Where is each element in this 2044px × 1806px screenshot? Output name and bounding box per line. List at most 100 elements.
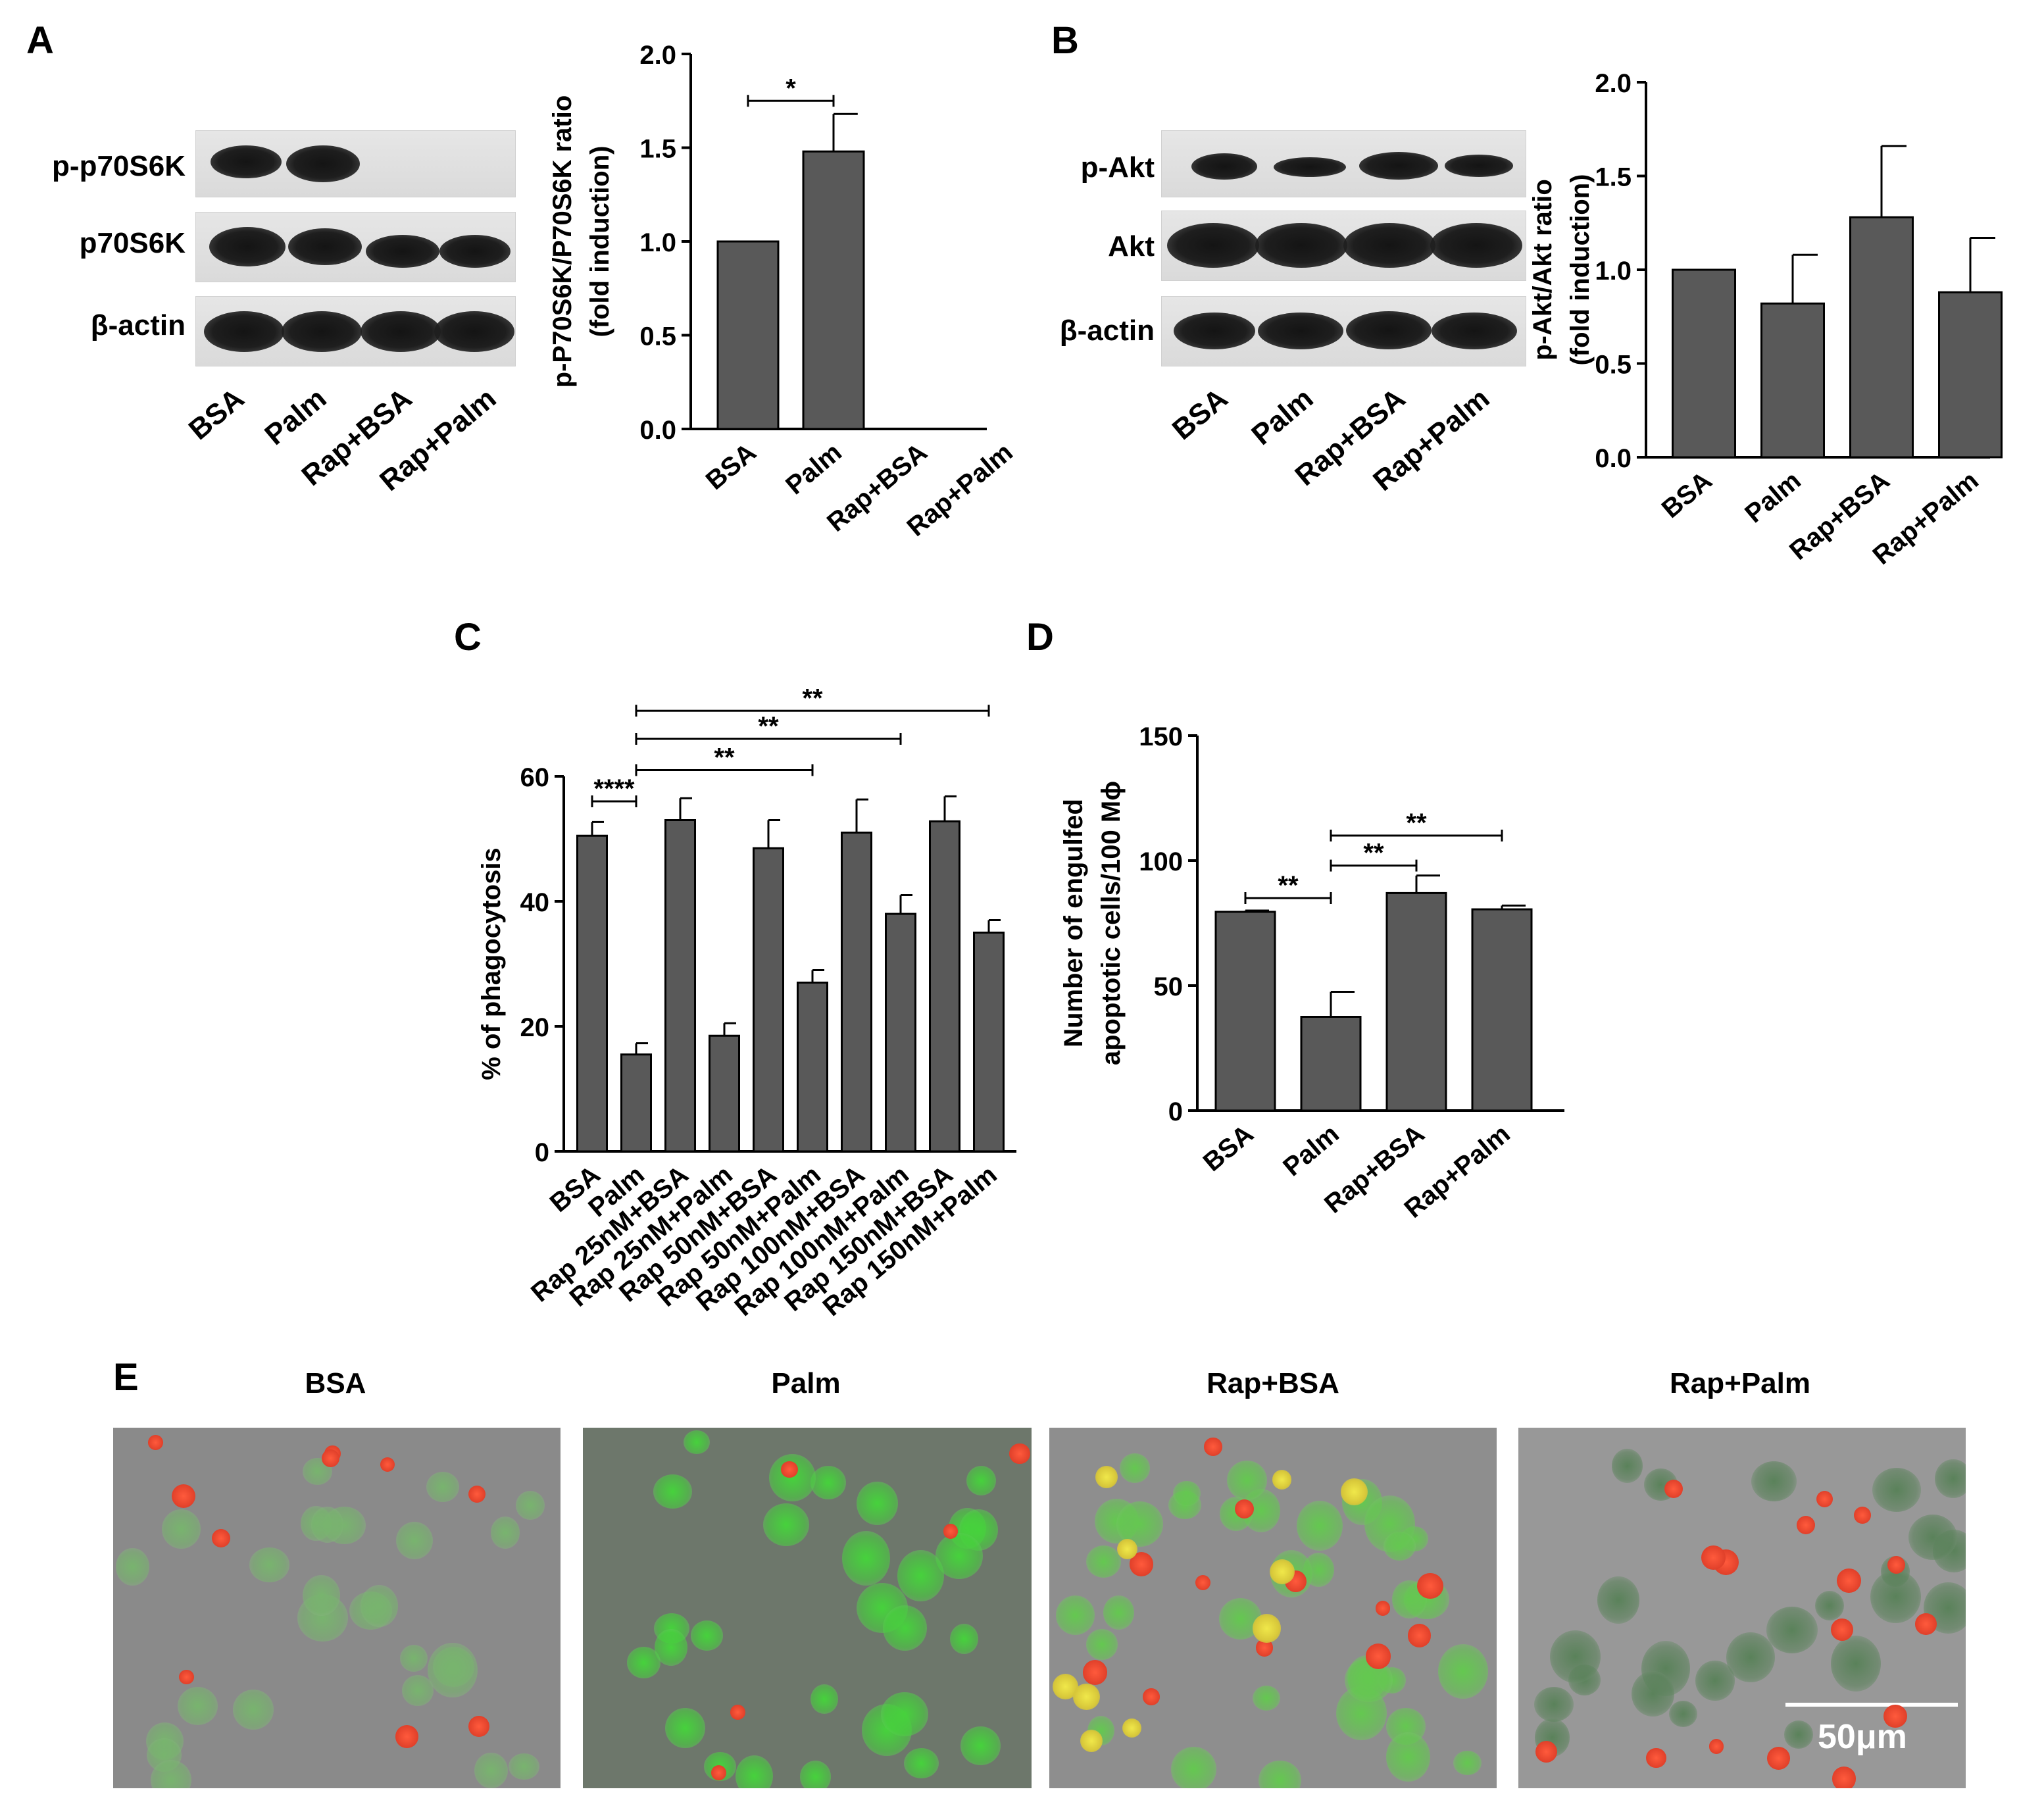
micrograph-palm: [583, 1428, 1032, 1788]
y-tick-label: 0.5: [1595, 351, 1632, 380]
macrophage-cell: [1533, 1686, 1574, 1722]
macrophage-cell: [1597, 1576, 1639, 1624]
bar: [1214, 911, 1276, 1112]
macrophage-cell: [626, 1647, 661, 1679]
macrophage-cell: [897, 1549, 945, 1602]
macrophage-cell: [399, 1644, 428, 1672]
apoptotic-cell: [1083, 1660, 1108, 1685]
macrophage-cell: [1612, 1449, 1643, 1483]
apoptotic-cell: [1832, 1767, 1856, 1788]
y-tick-label: 0: [1168, 1097, 1183, 1126]
bar: [1938, 291, 2003, 459]
macrophage-cell: [311, 1507, 344, 1543]
bar: [1849, 216, 1914, 459]
macrophage-cell: [1173, 1480, 1201, 1507]
apoptotic-cell: [1796, 1515, 1815, 1534]
y-axis-label: Number of engulfed: [1059, 799, 1088, 1047]
macrophage-cell: [1870, 1570, 1921, 1623]
bar: [802, 150, 865, 430]
y-tick-label: 2.0: [1595, 69, 1632, 98]
panel-letter-b: B: [1051, 19, 1079, 62]
macrophage-cell: [1227, 1460, 1267, 1500]
bar: [1471, 908, 1533, 1112]
x-tick-label: Palm: [1278, 1119, 1345, 1182]
macrophage-cell: [1171, 1747, 1217, 1788]
apoptotic-cell: [380, 1457, 395, 1472]
panel-letter-d: D: [1026, 616, 1054, 659]
macrophage-cell: [1055, 1595, 1095, 1635]
panel-letter-c: C: [454, 616, 482, 659]
macrophage-cell: [161, 1509, 201, 1549]
blot-row-label: β-actin: [90, 309, 186, 341]
blot-strip: [1161, 130, 1526, 197]
macrophage-cell: [1085, 1545, 1122, 1578]
engulfed-cell: [1080, 1730, 1103, 1753]
macrophage-cell: [1726, 1632, 1776, 1682]
engulfed-cell: [1095, 1466, 1118, 1488]
y-axis-label: p-P70S6K/P70S6K ratio: [548, 95, 577, 388]
bar: [716, 240, 780, 430]
macrophage-cell: [303, 1575, 341, 1617]
blot-strip: [195, 212, 516, 282]
engulfed-cell: [1269, 1559, 1295, 1585]
macrophage-cell: [490, 1516, 520, 1549]
bar: [929, 820, 960, 1153]
bar: [797, 982, 828, 1153]
apoptotic-cell: [148, 1434, 163, 1450]
blot-row-label: p70S6K: [79, 227, 186, 259]
apoptotic-cell: [943, 1524, 959, 1539]
y-tick-label: 1.5: [639, 135, 676, 164]
macrophage-cell: [1766, 1607, 1818, 1653]
y-axis-label: (fold induction): [586, 145, 614, 337]
significance-label: **: [802, 684, 823, 713]
y-tick-label: 2.0: [639, 41, 676, 70]
macrophage-cell: [883, 1605, 928, 1651]
apoptotic-cell: [711, 1765, 726, 1780]
blot-strip: [195, 296, 516, 366]
significance-label: ****: [593, 774, 635, 803]
panel-letter-a: A: [26, 19, 54, 62]
apoptotic-cell: [171, 1484, 196, 1508]
apoptotic-cell: [211, 1528, 231, 1548]
engulfed-cell: [1116, 1538, 1138, 1560]
apoptotic-cell: [1535, 1740, 1558, 1763]
apoptotic-cell: [781, 1461, 798, 1478]
y-tick-label: 60: [520, 763, 550, 792]
blot-strip: [1161, 296, 1526, 366]
macrophage-cell: [1815, 1591, 1845, 1621]
macrophage-cell: [1120, 1453, 1150, 1484]
macrophage-cell: [426, 1472, 459, 1503]
apoptotic-cell: [1009, 1443, 1030, 1465]
micrograph-rap-bsa: [1049, 1428, 1497, 1788]
bar: [885, 913, 916, 1153]
significance-label: **: [714, 743, 735, 772]
apoptotic-cell: [1143, 1688, 1160, 1705]
apoptotic-cell: [1816, 1490, 1833, 1508]
y-tick-label: 1.0: [1595, 257, 1632, 286]
bar: [973, 932, 1005, 1153]
x-tick-label: BSA: [1198, 1119, 1259, 1177]
apoptotic-cell: [1646, 1747, 1667, 1768]
y-axis-label: apoptotic cells/100 Mϕ: [1097, 781, 1126, 1065]
blot-row-label: p-Akt: [1080, 151, 1155, 184]
micrograph-title: Rap+Palm: [1670, 1367, 1810, 1399]
significance-label: **: [758, 712, 779, 741]
apoptotic-cell: [1375, 1601, 1391, 1617]
macrophage-cell: [401, 1674, 434, 1706]
apoptotic-cell: [1664, 1480, 1683, 1499]
macrophage-cell: [881, 1692, 929, 1736]
macrophage-cell: [950, 1623, 979, 1655]
macrophage-cell: [903, 1747, 939, 1778]
macrophage-cell: [1908, 1515, 1958, 1561]
y-tick-label: 0.5: [639, 322, 676, 351]
x-tick-label: Palm: [1739, 466, 1807, 528]
macrophage-cell: [1453, 1750, 1482, 1776]
macrophage-cell: [1383, 1531, 1416, 1561]
panel-letter-e: E: [113, 1356, 139, 1399]
scale-bar: [1785, 1703, 1958, 1707]
macrophage-cell: [395, 1522, 433, 1559]
macrophage-cell: [509, 1753, 539, 1780]
apoptotic-cell: [1854, 1507, 1871, 1524]
apoptotic-cell: [1701, 1545, 1726, 1570]
macrophage-cell: [1830, 1635, 1881, 1692]
